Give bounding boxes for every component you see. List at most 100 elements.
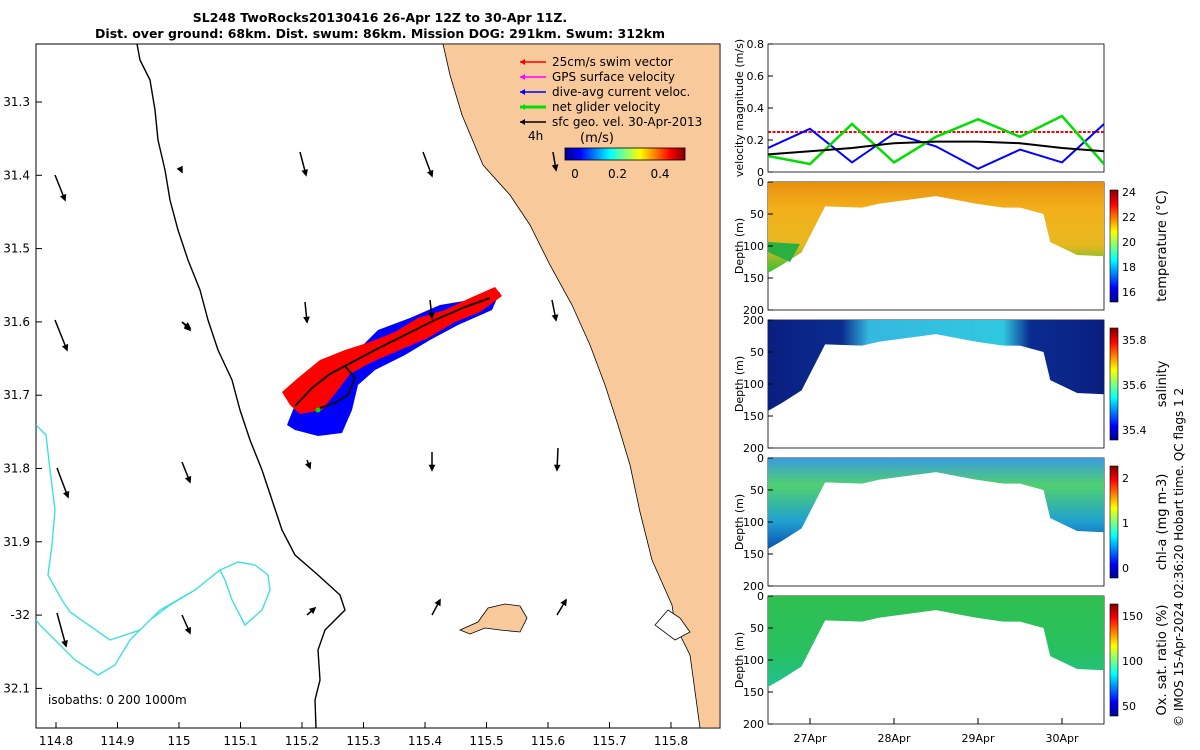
section-data-field bbox=[768, 182, 1104, 273]
lon-tick-label: 115.7 bbox=[592, 734, 626, 748]
lon-tick-label: 115.1 bbox=[223, 734, 257, 748]
section-data-field bbox=[768, 596, 1104, 687]
map-axes: 31.3 31.4 31.5 31.6 31.7 31.8 31.9 -32 32.1 114.8… bbox=[3, 95, 688, 748]
velocity-ytick-label: 0.8 bbox=[747, 38, 765, 51]
geo-velocity-arrow bbox=[299, 151, 308, 177]
section-ytick-label: 50 bbox=[750, 622, 764, 635]
colorbar-tick-label: 0.2 bbox=[608, 167, 627, 181]
time-tick-label: 29Apr bbox=[961, 732, 995, 745]
track-net-glider bbox=[294, 297, 491, 409]
section-cold-patch bbox=[768, 242, 800, 262]
section-ytick-label: 50 bbox=[750, 346, 764, 359]
section-ytick-label: 100 bbox=[743, 240, 764, 253]
section-ytick-label: 50 bbox=[750, 208, 764, 221]
lon-tick-label: 114.9 bbox=[100, 734, 134, 748]
velocity-frame bbox=[767, 43, 1105, 173]
section-colorbar bbox=[1109, 189, 1119, 303]
legend-entry: dive-avg current veloc. bbox=[520, 85, 690, 99]
time-tick-label: 28Apr bbox=[877, 732, 911, 745]
island-rottnest bbox=[458, 603, 528, 635]
colorbar-tick-label: 50 bbox=[1122, 700, 1136, 713]
lon-tick-label: 115.5 bbox=[469, 734, 503, 748]
geo-velocity-arrow bbox=[551, 299, 559, 322]
time-axis: 27Apr 28Apr 29Apr 30Apr bbox=[793, 718, 1079, 745]
section-ytick-label: 0 bbox=[757, 452, 764, 465]
section-ytick-label: 100 bbox=[743, 378, 764, 391]
geo-velocity-arrow bbox=[431, 598, 441, 616]
colorbar-tick-label: 0.4 bbox=[650, 167, 669, 181]
section-ytick-label: 150 bbox=[743, 548, 764, 561]
legend-arrowhead bbox=[520, 89, 525, 95]
section-ylabel: Depth (m) bbox=[733, 218, 746, 274]
lat-tick-label: 31.4 bbox=[3, 168, 30, 182]
lat-tick-label: 31.6 bbox=[3, 315, 30, 329]
geo-velocity-arrow bbox=[181, 321, 192, 332]
legend-label: dive-avg current veloc. bbox=[552, 85, 690, 99]
colorbar-label: chl-a (mg m-3) bbox=[1155, 474, 1170, 571]
colorbar-tick-label: 35.6 bbox=[1122, 379, 1147, 392]
section-ytick-label: 100 bbox=[743, 516, 764, 529]
velocity-ytick-label: 0.2 bbox=[747, 134, 765, 147]
section-colorbar bbox=[1109, 603, 1119, 717]
legend-arrowhead bbox=[520, 104, 525, 110]
colorbar-tick-label: 150 bbox=[1122, 610, 1143, 623]
section-panel: 0 50 100 150 200 Depth (m) 0 1 2 chl-a (mg m-3) bbox=[733, 452, 1170, 593]
colorbar-tick-label: 20 bbox=[1122, 236, 1136, 249]
colorbar-tick-label: 0 bbox=[571, 167, 579, 181]
legend-label: net glider velocity bbox=[552, 100, 660, 114]
legend-entry: GPS surface velocity bbox=[520, 70, 675, 84]
lat-tick-label: 31.3 bbox=[3, 95, 30, 109]
time-tick-label: 27Apr bbox=[793, 732, 827, 745]
lon-tick-label: 114.8 bbox=[39, 734, 73, 748]
geo-velocity-arrow bbox=[553, 447, 561, 472]
lat-tick-label: 31.8 bbox=[3, 462, 30, 476]
velocity-series bbox=[768, 114, 1104, 170]
lon-tick-label: 115 bbox=[168, 734, 191, 748]
geo-velocity-arrow bbox=[428, 452, 436, 472]
legend-label: GPS surface velocity bbox=[552, 70, 675, 84]
land-mass bbox=[442, 44, 720, 728]
lat-tick-label: 32.1 bbox=[3, 681, 30, 695]
lon-tick-label: 115.6 bbox=[531, 734, 565, 748]
geo-velocity-arrow bbox=[56, 467, 70, 499]
geo-velocity-arrow bbox=[556, 598, 567, 616]
section-ytick-label: 150 bbox=[743, 686, 764, 699]
geo-velocity-arrow bbox=[422, 151, 434, 178]
isobaths-label: isobaths: 0 200 1000m bbox=[48, 693, 187, 707]
velocity-ytick-label: 0 bbox=[757, 166, 764, 179]
colorbar-tick-label: 100 bbox=[1122, 655, 1143, 668]
section-ylabel: Depth (m) bbox=[733, 494, 746, 550]
legend-arrowhead bbox=[520, 74, 525, 80]
legend-entry: 25cm/s swim vector bbox=[520, 55, 673, 69]
section-ytick-label: 200 bbox=[743, 580, 764, 593]
section-data-field bbox=[768, 320, 1104, 411]
section-ylabel: Depth (m) bbox=[733, 632, 746, 688]
section-ytick-label: 200 bbox=[743, 314, 764, 327]
lat-tick-label: 31.9 bbox=[3, 535, 30, 549]
colorbar-unit: (m/s) bbox=[580, 131, 614, 146]
geo-velocity-arrow bbox=[306, 606, 317, 616]
legend-label: sfc geo. vel. 30-Apr-2013 bbox=[552, 115, 702, 129]
velocity-ytick-label: 0.6 bbox=[747, 70, 765, 83]
velocity-ylabel: velocity magnitude (m/s) bbox=[733, 39, 746, 177]
section-ytick-label: 0 bbox=[757, 176, 764, 189]
geostrophic-vector-field bbox=[54, 151, 567, 648]
figure-title-line1: SL248 TwoRocks20130416 26-Apr 12Z to 30-… bbox=[192, 10, 568, 25]
colorbar-tick-label: 2 bbox=[1122, 472, 1129, 485]
section-colorbar bbox=[1109, 465, 1119, 579]
geo-velocity-arrow bbox=[54, 319, 69, 352]
island-garden bbox=[654, 609, 691, 641]
legend-entry: sfc geo. vel. 30-Apr-2013 bbox=[520, 115, 702, 129]
colorbar-tick-label: 35.4 bbox=[1122, 424, 1147, 437]
track-swim-vectors bbox=[282, 287, 502, 414]
section-ytick-label: 50 bbox=[750, 484, 764, 497]
lat-tick-label: -32 bbox=[10, 608, 30, 622]
speed-colorbar-ticks: 0 0.2 0.4 bbox=[571, 167, 669, 181]
credit-text: © IMOS 15-Apr-2024 02:36:20 Hobart time.… bbox=[1172, 388, 1186, 727]
figure-title-line2: Dist. over ground: 68km. Dist. swum: 86k… bbox=[95, 26, 665, 41]
section-panel: 200 50 100 150 200 Depth (m) 35.4 35.6 35.8 salin… bbox=[733, 314, 1170, 455]
geo-velocity-arrow bbox=[305, 459, 312, 470]
geo-velocity-arrow bbox=[303, 301, 310, 324]
